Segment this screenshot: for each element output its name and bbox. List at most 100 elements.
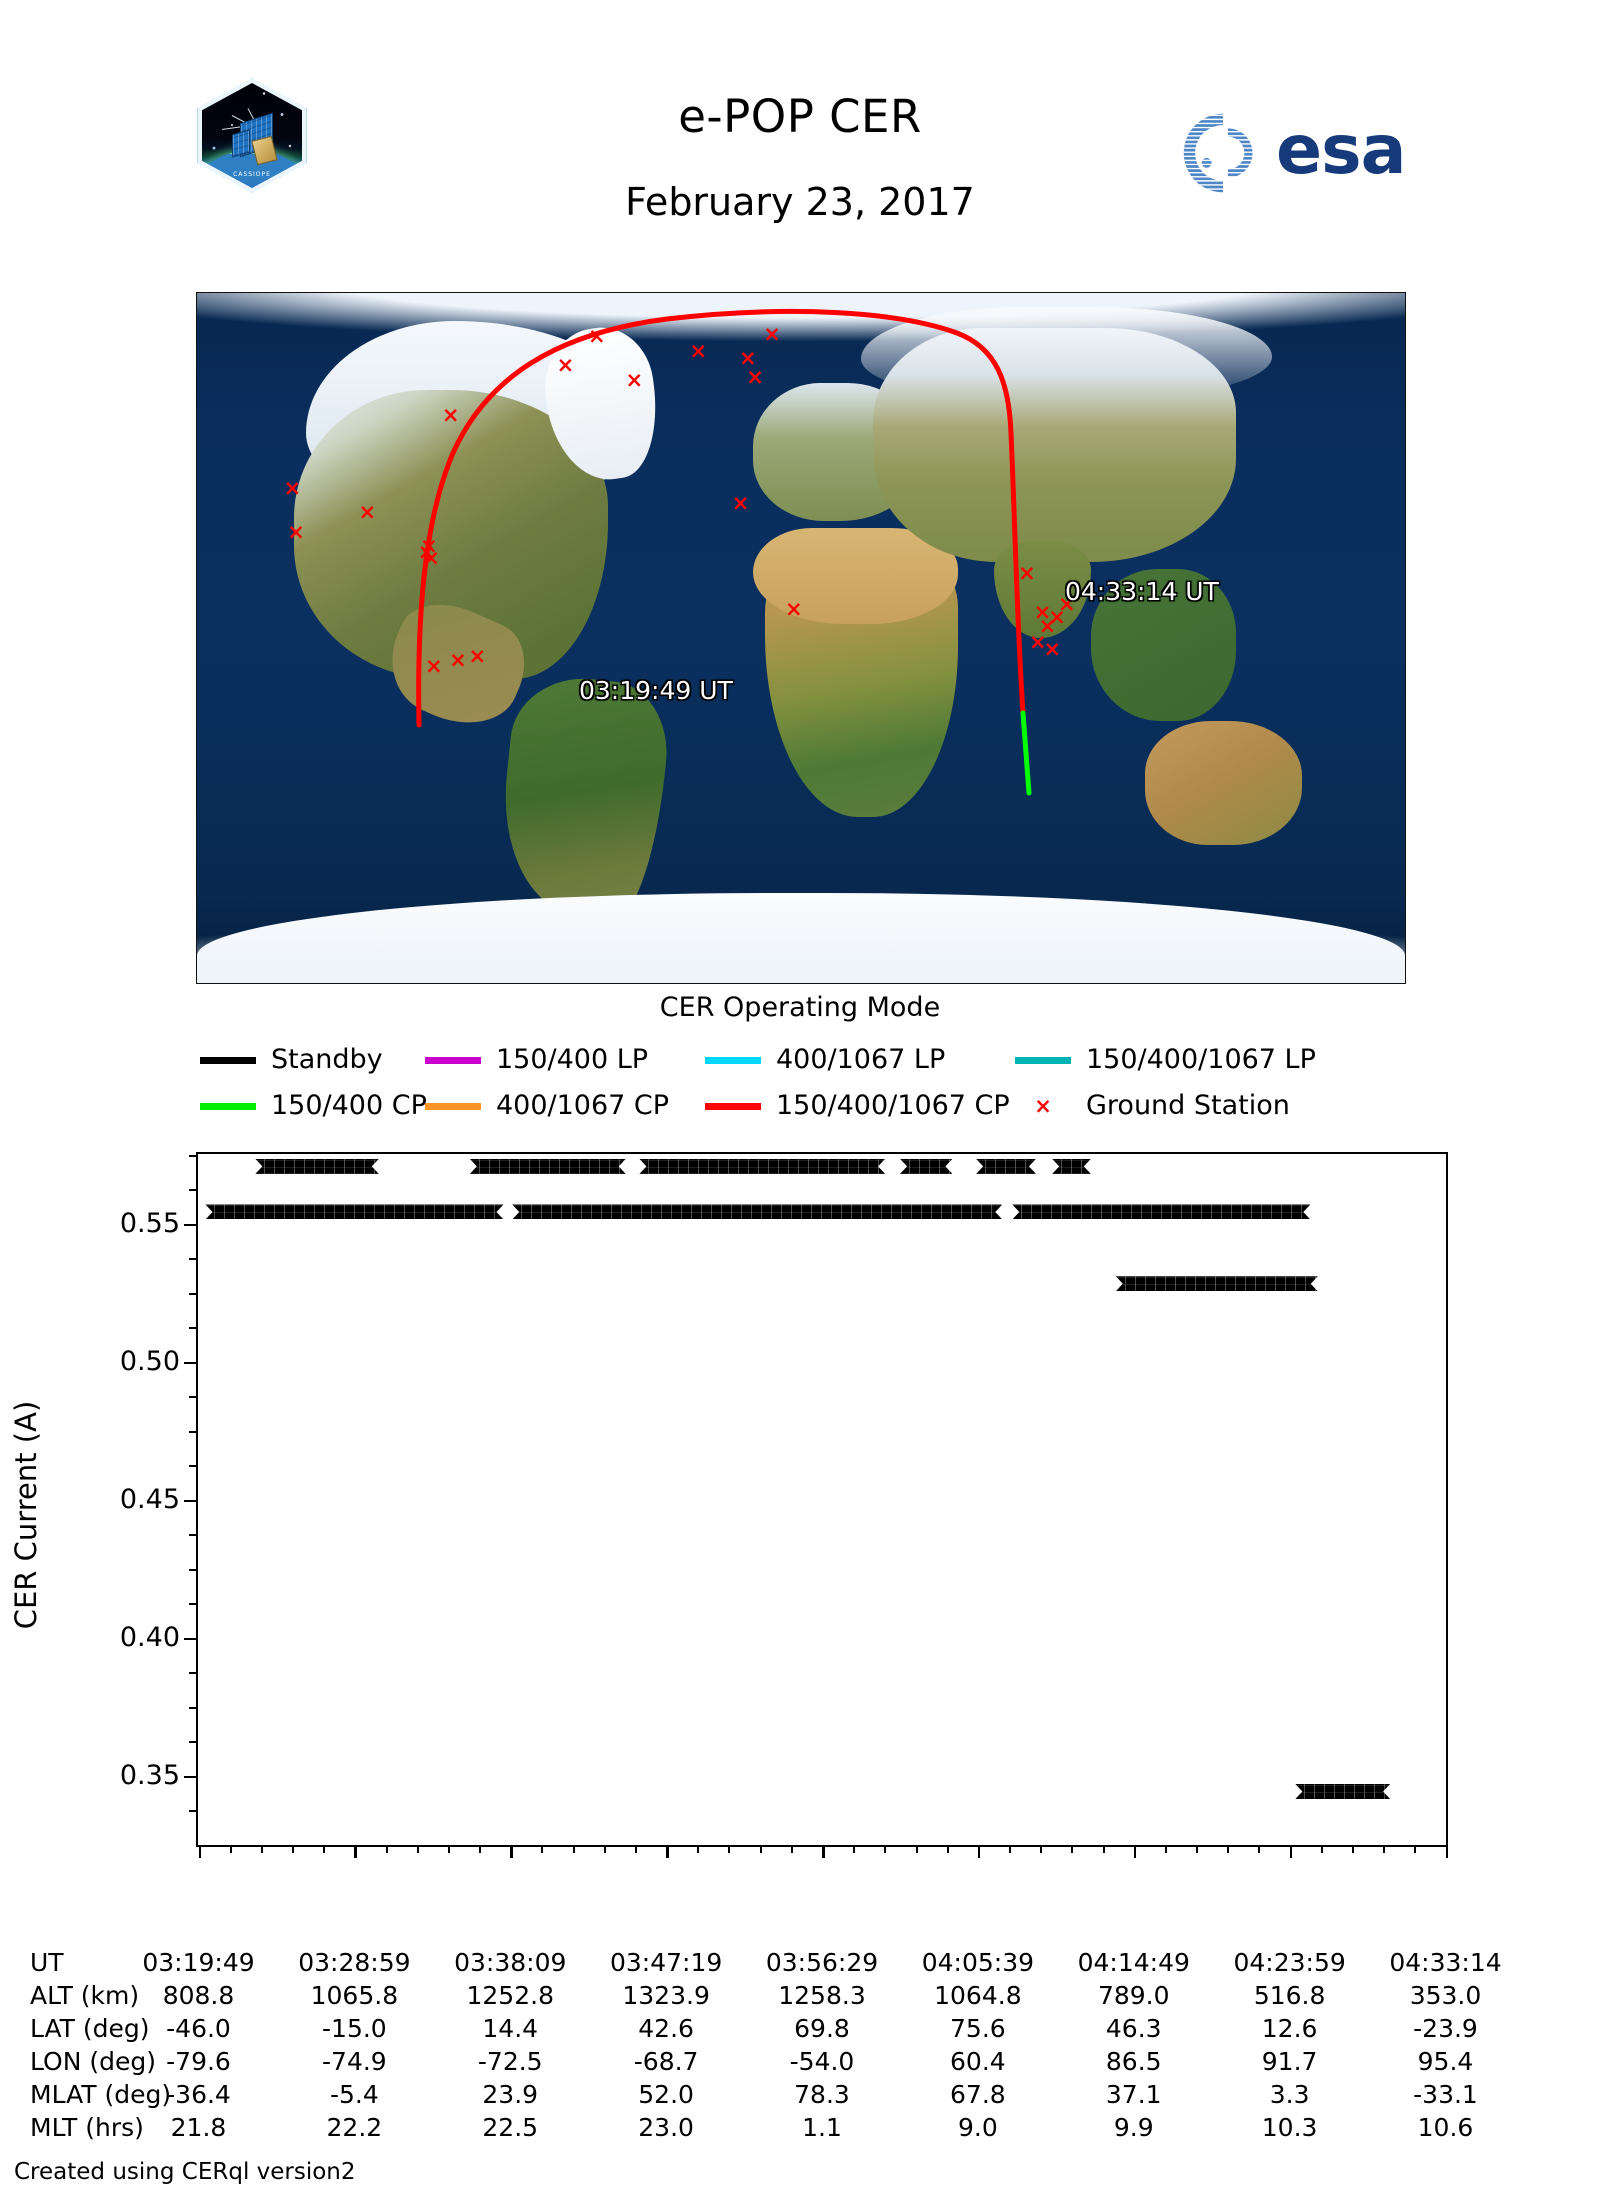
y-axis-minor-tick: [189, 1568, 196, 1571]
legend-row: Standby 150/400 LP 400/1067 LP 150/400/1067…: [200, 1040, 1430, 1080]
table-cell: 22.5: [482, 2113, 539, 2142]
cer-current-plot: [196, 1152, 1448, 1847]
table-cell: 91.7: [1261, 2047, 1318, 2076]
table-row: LON (deg) -79.6 -74.9 -72.5 -68.7 -54.0 60.4 86…: [0, 2045, 1600, 2078]
table-row: MLT (hrs) 21.8 22.2 22.5 23.0 1.1 9.0 9.9 10.3 10…: [0, 2111, 1600, 2144]
x-axis-minor-tick: [1258, 1845, 1261, 1853]
legend-label: 150/400 CP: [271, 1090, 427, 1121]
x-axis-minor-tick: [790, 1845, 793, 1853]
table-cell: 808.8: [162, 1981, 235, 2010]
map-caption: CER Operating Mode: [659, 992, 941, 1023]
legend-item-400-1067-lp[interactable]: 400/1067 LP: [705, 1040, 945, 1080]
ground-station-marker-icon: ×: [449, 648, 467, 673]
table-cell: -74.9: [322, 2047, 387, 2076]
x-axis-minor-tick: [1414, 1845, 1417, 1853]
ground-station-marker-icon: ×: [422, 545, 441, 570]
table-cell: -54.0: [789, 2047, 855, 2076]
ground-station-marker-icon: ×: [1057, 591, 1076, 616]
data-point-cluster: [900, 1159, 952, 1174]
table-cell: 10.6: [1417, 2113, 1474, 2142]
y-axis-minor-tick: [189, 1258, 196, 1260]
patch-wordmark: CASSIOPE: [233, 170, 271, 178]
x-axis-minor-tick: [447, 1845, 450, 1853]
y-axis-minor-tick: [189, 1430, 196, 1433]
x-axis-minor-tick: [697, 1845, 700, 1853]
table-cell: -5.4: [329, 2080, 379, 2109]
table-cell: 04:05:39: [921, 1948, 1035, 1977]
table-cell: 10.3: [1261, 2113, 1318, 2142]
x-axis-minor-tick: [323, 1845, 326, 1853]
data-point-cluster: [639, 1159, 885, 1174]
legend-label: Ground Station: [1086, 1090, 1290, 1121]
table-row-label: UT: [30, 1948, 64, 1977]
table-row-label: LON (deg): [30, 2047, 156, 2076]
legend-item-150-400-1067-lp[interactable]: 150/400/1067 LP: [1015, 1040, 1316, 1080]
table-cell: 69.8: [794, 2014, 850, 2043]
legend-label: 150/400/1067 CP: [776, 1090, 1010, 1121]
table-cell: 1064.8: [934, 1981, 1022, 2010]
ground-station-marker-icon: ×: [283, 475, 302, 500]
legend-item-150-400-lp[interactable]: 150/400 LP: [425, 1040, 648, 1080]
x-axis-minor-tick: [915, 1845, 918, 1853]
legend-color-swatch: [200, 1102, 256, 1110]
table-cell: -68.7: [633, 2047, 699, 2076]
table-cell: 52.0: [638, 2080, 694, 2109]
table-cell: 3.3: [1269, 2080, 1310, 2109]
data-point-cluster: [205, 1204, 503, 1219]
table-cell: 1323.9: [622, 1981, 710, 2010]
x-axis-minor-tick: [1040, 1845, 1043, 1853]
table-cell: 14.4: [482, 2014, 539, 2043]
legend-item-ground-station[interactable]: × Ground Station: [1015, 1086, 1290, 1126]
y-axis-minor-tick: [189, 1465, 196, 1467]
y-axis-minor-tick: [189, 1672, 196, 1674]
x-axis-tick: [1133, 1845, 1137, 1858]
y-axis-tick: [184, 1637, 196, 1640]
legend-label: 400/1067 CP: [496, 1090, 670, 1121]
ground-station-marker-icon: ×: [556, 353, 575, 378]
legend-item-400-1067-cp[interactable]: 400/1067 CP: [425, 1086, 669, 1126]
y-axis-minor-tick: [189, 1292, 196, 1295]
x-axis-minor-tick: [1009, 1845, 1012, 1853]
legend-item-150-400-cp[interactable]: 150/400 CP: [200, 1086, 427, 1126]
ground-station-marker-icon: ×: [1018, 561, 1036, 586]
ground-station-marker-icon: ×: [1038, 613, 1057, 638]
data-point-cluster: [470, 1159, 626, 1174]
table-row-label: MLAT (deg): [30, 2080, 172, 2109]
x-axis-minor-tick: [479, 1845, 482, 1853]
track-segment-150-400-cp: [1020, 710, 1032, 796]
table-cell: 95.4: [1417, 2047, 1474, 2076]
data-point-cluster: [976, 1159, 1036, 1174]
y-axis-minor-tick: [189, 1741, 196, 1743]
legend-color-swatch: [425, 1056, 481, 1064]
table-cell: 03:56:29: [765, 1948, 879, 1977]
table-row-label: MLT (hrs): [30, 2113, 144, 2142]
table-row-label: LAT (deg): [30, 2014, 150, 2043]
data-point-cluster: [255, 1159, 378, 1174]
table-cell: 86.5: [1105, 2047, 1162, 2076]
legend-item-standby[interactable]: Standby: [200, 1040, 383, 1080]
table-cell: 9.0: [957, 2113, 998, 2142]
x-axis-tick: [1289, 1845, 1293, 1858]
y-axis-minor-tick: [189, 1189, 196, 1191]
page-header: CASSIOPE e-POP CER February 23, 2017: [0, 0, 1600, 224]
x-axis-minor-tick: [884, 1845, 887, 1853]
table-cell: 1258.3: [778, 1981, 866, 2010]
legend-item-150-400-1067-cp[interactable]: 150/400/1067 CP: [705, 1086, 1010, 1126]
cassiope-mission-patch-icon: CASSIOPE: [197, 78, 307, 193]
x-axis-tick: [977, 1845, 981, 1858]
data-point-cluster: [1116, 1276, 1318, 1291]
table-cell: 23.0: [638, 2113, 694, 2142]
x-axis-minor-tick: [1383, 1845, 1386, 1853]
x-axis-minor-tick: [260, 1845, 263, 1853]
table-cell: -46.0: [166, 2014, 231, 2043]
ground-station-marker-icon: ×: [588, 323, 606, 348]
y-axis-tick-label: 0.40: [119, 1621, 180, 1653]
table-row: LAT (deg) -46.0 -15.0 14.4 42.6 69.8 75.6 46.3 1…: [0, 2012, 1600, 2045]
x-axis-minor-tick: [1320, 1845, 1323, 1853]
table-cell: 22.2: [326, 2113, 383, 2142]
legend-label: 150/400 LP: [496, 1044, 649, 1075]
x-axis-minor-tick: [1227, 1845, 1230, 1853]
track-segment-150-400-1067-cp: [416, 309, 1026, 728]
x-axis-minor-tick: [728, 1845, 731, 1853]
ground-track-map: × × × × × × × × × × × × × × × × × × × × × × × × × × 03:19:49 UT 0…: [196, 292, 1406, 984]
